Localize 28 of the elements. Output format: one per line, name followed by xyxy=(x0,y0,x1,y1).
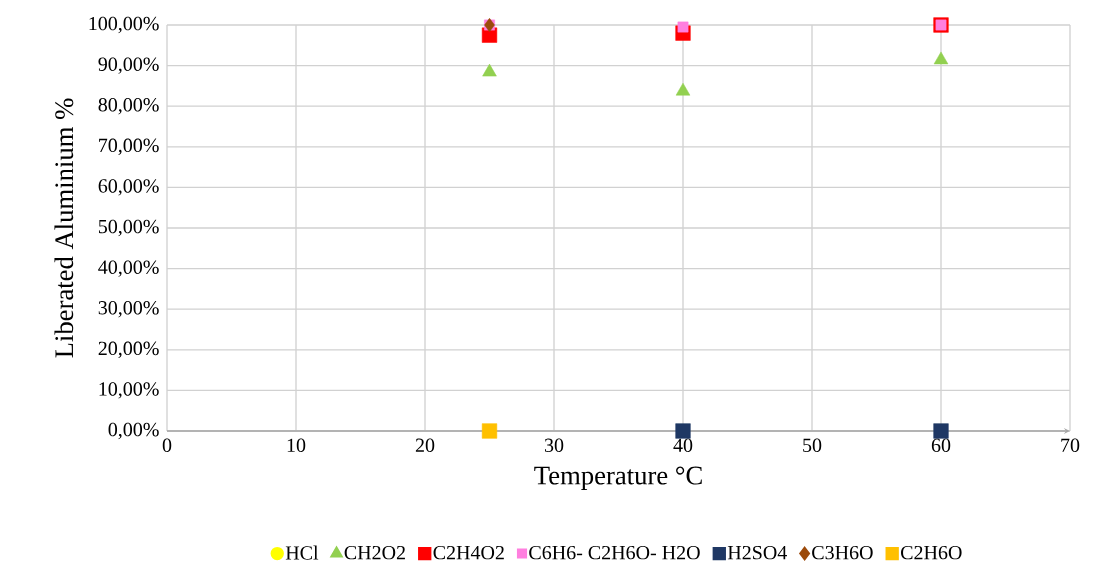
x-tick-label: 10 xyxy=(287,438,306,453)
y-tick-label: 100,00% xyxy=(89,16,159,34)
legend-label: C2H6O xyxy=(901,546,962,560)
x-tick-label: 30 xyxy=(544,438,564,453)
y-tick-label: 50,00% xyxy=(98,219,159,237)
y-tick-label: 40,00% xyxy=(98,260,159,277)
x-tick-label: 20 xyxy=(415,438,435,453)
y-tick-label: 0,00% xyxy=(108,422,159,440)
x-tick-label: 40 xyxy=(673,438,693,453)
legend-label: H2SO4 xyxy=(727,546,787,560)
legend-label: CH2O2 xyxy=(344,546,405,560)
legend-label: C6H6- C2H6O- H2O xyxy=(529,546,700,560)
legend-label: C2H4O2 xyxy=(433,546,504,560)
x-tick-label: 50 xyxy=(803,438,822,453)
y-tick-label: 70,00% xyxy=(99,138,159,156)
x-tick-label: 60 xyxy=(931,438,951,453)
y-tick-label: 60,00% xyxy=(98,179,159,196)
y-tick-label: 80,00% xyxy=(98,98,159,115)
legend-label: C3H6O xyxy=(812,546,873,560)
legend-label: HCl xyxy=(285,545,319,560)
x-axis-title: Temperature °C xyxy=(534,466,702,491)
y-tick-label: 20,00% xyxy=(98,341,159,359)
x-tick-label: 70 xyxy=(1061,438,1080,453)
y-tick-label: 10,00% xyxy=(99,382,159,399)
x-tick-label: 0 xyxy=(162,438,172,453)
y-axis-title: Liberated Aluminium % xyxy=(54,98,74,358)
y-tick-label: 30,00% xyxy=(98,301,159,318)
y-tick-label: 90,00% xyxy=(98,57,159,74)
